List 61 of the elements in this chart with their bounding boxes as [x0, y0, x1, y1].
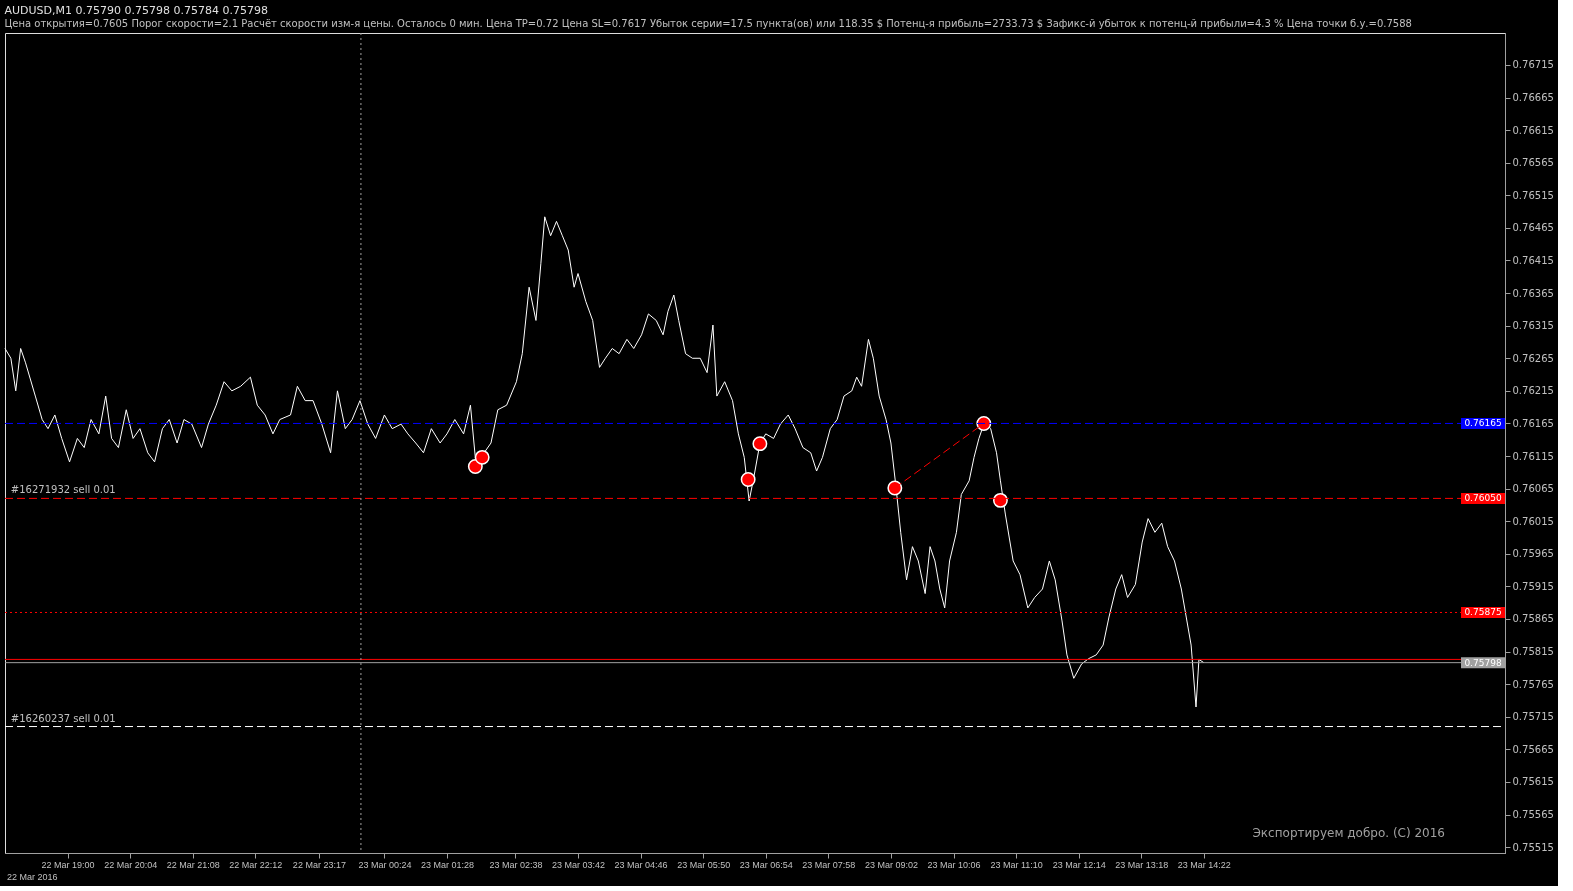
x-tick-label: 22 Mar 19:00 [41, 859, 95, 870]
y-tick-label: 0.75665 [1512, 743, 1554, 755]
x-tick-label: 23 Mar 14:22 [1177, 859, 1231, 870]
x-tick-label: 23 Mar 00:24 [358, 859, 412, 870]
y-tick-label: 0.76565 [1512, 157, 1554, 169]
ref-line-label: 0.76165 [1464, 418, 1502, 429]
x-tick-label: 22 Mar 21:08 [166, 859, 220, 870]
y-tick-label: 0.76315 [1512, 320, 1554, 332]
x-tick-label: 22 Mar 20:04 [104, 859, 158, 870]
point [752, 436, 768, 452]
ref-line-label: 0.75798 [1464, 657, 1502, 668]
y-tick-label: 0.75615 [1512, 776, 1554, 788]
y-tick-label: 0.75915 [1512, 580, 1554, 592]
line-series [4, 216, 1205, 708]
y-tick-label: 0.76215 [1512, 385, 1554, 397]
point [474, 449, 490, 465]
y-tick-label: 0.76065 [1512, 483, 1554, 495]
x-tick-label: 23 Mar 07:58 [802, 859, 856, 870]
x-tick-label: 23 Mar 10:06 [927, 859, 981, 870]
y-tick-label: 0.76015 [1512, 515, 1554, 527]
y-tick-label: 0.76465 [1512, 222, 1554, 234]
point [976, 416, 992, 431]
y-tick-label: 0.75765 [1512, 678, 1554, 690]
y-tick-label: 0.75815 [1512, 646, 1554, 658]
y-tick-label: 0.76365 [1512, 287, 1554, 299]
chart-subtitle: Цена открытия=0.7605 Порог скорости=2.1 Расчёт скорости изм-я цены. Осталось 0 мин. Цена TP=0.72 Цена SL=0.7617 Убыток серии=17.5 пункта(ов) или 118.35 $ Потенц-я прибыль=2733.73 $ Зафикс-й убыток к потенц-й прибыли=4.3 % Цена точки б.у.=0.7588 [4, 17, 1412, 29]
ref-line-label: 0.76050 [1464, 493, 1502, 504]
x-tick-label: 22 Mar 23:17 [292, 859, 346, 870]
annotation: #16271932 sell 0.01 [10, 484, 116, 496]
x-tick-label: 23 Mar 12:14 [1052, 859, 1106, 870]
y-tick-label: 0.76515 [1512, 189, 1554, 201]
point [992, 492, 1008, 508]
y-tick-label: 0.75715 [1512, 711, 1554, 723]
x-tick-label: 23 Mar 05:50 [677, 859, 731, 870]
x-tick-label: 23 Mar 11:10 [990, 859, 1043, 870]
annotation: Экспортируем добро. (C) 2016 [1252, 826, 1445, 840]
x-tick-label: 22 Mar 22:12 [229, 859, 283, 870]
y-tick-label: 0.76115 [1512, 450, 1554, 462]
y-tick-label: 0.76265 [1512, 352, 1554, 364]
chart-title: AUDUSD,M1 0.75790 0.75798 0.75784 0.75798 [4, 3, 268, 17]
ref-line-label: 0.75875 [1464, 607, 1502, 618]
x-tick-label: 23 Mar 06:54 [739, 859, 793, 870]
y-tick-label: 0.75965 [1512, 548, 1554, 560]
y-tick-label: 0.76715 [1512, 59, 1554, 71]
y-tick-label: 0.76615 [1512, 124, 1554, 136]
y-tick-label: 0.76165 [1512, 417, 1554, 429]
x-tick-label: 23 Mar 04:46 [614, 859, 668, 870]
x-tick-label: 23 Mar 03:42 [551, 859, 606, 870]
x-tick-label: 23 Mar 02:38 [489, 859, 543, 870]
annotation: #16260237 sell 0.01 [10, 712, 116, 724]
x-tick-label: 23 Mar 01:28 [420, 859, 475, 870]
y-tick-label: 0.75515 [1512, 841, 1554, 853]
y-tick-label: 0.75565 [1512, 809, 1554, 821]
y-tick-label: 0.75865 [1512, 613, 1554, 625]
point [740, 472, 756, 487]
x-tick-label: 23 Mar 13:18 [1115, 859, 1169, 870]
y-tick-label: 0.76665 [1512, 92, 1554, 104]
text: 22 Mar 2016 [7, 872, 58, 882]
y-tick-label: 0.76415 [1512, 254, 1554, 266]
x-tick-label: 23 Mar 09:02 [864, 859, 918, 870]
point [887, 480, 903, 496]
